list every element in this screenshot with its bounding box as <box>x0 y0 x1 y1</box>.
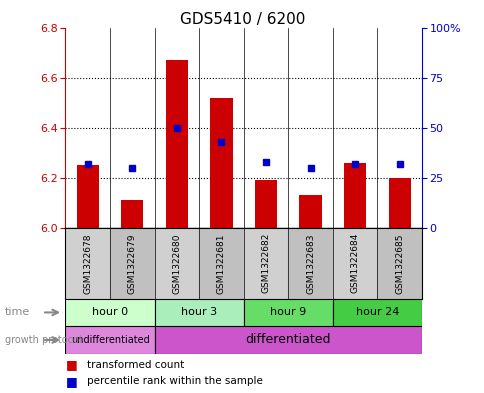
Bar <box>343 163 365 228</box>
Text: time: time <box>5 307 30 318</box>
Text: GSM1322682: GSM1322682 <box>261 233 270 294</box>
Text: GSM1322685: GSM1322685 <box>394 233 403 294</box>
Bar <box>166 60 188 228</box>
Bar <box>121 200 143 228</box>
Bar <box>243 299 332 326</box>
Text: GSM1322678: GSM1322678 <box>83 233 92 294</box>
Bar <box>254 180 276 228</box>
Bar <box>332 299 421 326</box>
Bar <box>65 299 154 326</box>
Bar <box>287 228 332 299</box>
Text: GSM1322680: GSM1322680 <box>172 233 181 294</box>
Text: hour 24: hour 24 <box>355 307 398 318</box>
Text: transformed count: transformed count <box>87 360 184 370</box>
Text: GSM1322683: GSM1322683 <box>305 233 315 294</box>
Bar <box>154 326 421 354</box>
Text: hour 9: hour 9 <box>270 307 306 318</box>
Bar <box>199 228 243 299</box>
Bar <box>332 228 377 299</box>
Text: percentile rank within the sample: percentile rank within the sample <box>87 376 263 386</box>
Bar <box>65 228 110 299</box>
Text: GDS5410 / 6200: GDS5410 / 6200 <box>180 12 304 27</box>
Text: GSM1322681: GSM1322681 <box>216 233 226 294</box>
Bar <box>65 326 154 354</box>
Bar <box>154 228 199 299</box>
Bar <box>210 98 232 228</box>
Text: differentiated: differentiated <box>245 333 331 347</box>
Bar <box>110 228 154 299</box>
Bar <box>388 178 410 228</box>
Bar <box>76 165 99 228</box>
Text: ■: ■ <box>65 375 77 388</box>
Bar <box>154 299 243 326</box>
Text: GSM1322684: GSM1322684 <box>350 233 359 294</box>
Text: hour 3: hour 3 <box>181 307 217 318</box>
Text: ■: ■ <box>65 358 77 371</box>
Text: growth protocol: growth protocol <box>5 335 81 345</box>
Bar <box>243 228 287 299</box>
Bar <box>377 228 421 299</box>
Text: hour 0: hour 0 <box>92 307 128 318</box>
Text: undifferentiated: undifferentiated <box>71 335 149 345</box>
Bar <box>299 195 321 228</box>
Text: GSM1322679: GSM1322679 <box>128 233 136 294</box>
